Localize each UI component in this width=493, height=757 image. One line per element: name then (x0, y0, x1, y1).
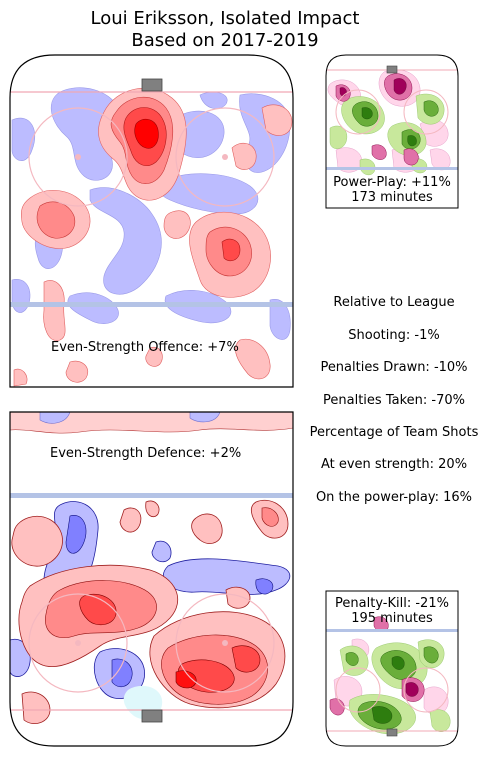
ev-offence-blue-line (10, 302, 293, 307)
ev-defence-rink-outline (9, 411, 294, 747)
ev-offence-rink-outline (9, 54, 294, 388)
power-play-faceoff-circle-right (403, 89, 449, 135)
penalty-kill-label: Penalty-Kill: -21% (335, 596, 449, 611)
stat-penalties-taken: Penalties Taken: -70% (323, 393, 465, 408)
penalty-kill-rink-outline (325, 590, 459, 747)
penalty-kill-faceoff-circle-left (335, 667, 381, 713)
penalty-kill-panel (325, 590, 459, 747)
power-play-rink-outline (325, 54, 459, 209)
stats-heading: Relative to League (333, 295, 455, 310)
power-play-label: Power-Play: +11% (333, 175, 451, 190)
power-play-minutes: 173 minutes (351, 190, 433, 205)
ev-defence-faceoff-circle-left (28, 593, 128, 693)
stat-team-shots-heading: Percentage of Team Shots (309, 425, 479, 440)
ev-offence-goal-net (141, 78, 163, 92)
penalty-kill-heatmap (326, 591, 458, 746)
power-play-panel (325, 54, 459, 209)
power-play-blue-line (326, 167, 458, 170)
penalty-kill-minutes: 195 minutes (351, 611, 433, 626)
ev-defence-panel (9, 411, 294, 747)
penalty-kill-goal-net (386, 728, 398, 737)
penalty-kill-blue-line (326, 629, 458, 632)
chart-title-line-1: Loui Eriksson, Isolated Impact (90, 8, 360, 29)
stat-penalties-drawn: Penalties Drawn: -10% (320, 360, 468, 375)
ev-defence-faceoff-circle-right (175, 593, 275, 693)
power-play-goal-net (386, 65, 398, 74)
power-play-faceoff-circle-left (335, 89, 381, 135)
penalty-kill-faceoff-circle-right (403, 667, 449, 713)
ev-offence-faceoff-circle-right (175, 107, 275, 207)
stat-power-play-shots: On the power-play: 16% (315, 490, 473, 505)
ev-offence-label: Even-Strength Offence: +7% (51, 340, 239, 355)
ev-defence-goal-net (141, 709, 163, 723)
ev-defence-blue-line (10, 493, 293, 498)
ev-offence-panel (9, 54, 294, 388)
ev-offence-faceoff-circle-left (28, 107, 128, 207)
ev-defence-label: Even-Strength Defence: +2% (50, 446, 242, 461)
chart-title-line-2: Based on 2017-2019 (131, 30, 319, 51)
stat-shooting: Shooting: -1% (348, 328, 440, 343)
stat-even-strength-shots: At even strength: 20% (320, 457, 468, 472)
ev-defence-heatmap (10, 412, 293, 746)
ev-offence-heatmap (10, 55, 293, 387)
